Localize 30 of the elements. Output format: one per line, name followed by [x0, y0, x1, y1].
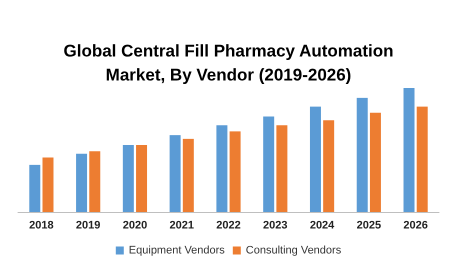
bar	[76, 154, 88, 212]
chart-title: Global Central Fill Pharmacy Automation Market, By Vendor (2019-2026)	[64, 42, 394, 84]
x-tick-label: 2018	[29, 220, 54, 232]
bar	[404, 88, 415, 212]
bar	[42, 157, 54, 212]
bar	[370, 112, 381, 212]
x-tick-label: 2019	[76, 220, 100, 232]
bar	[89, 151, 100, 212]
x-tick-label: 2026	[403, 220, 428, 232]
bar	[416, 106, 428, 212]
bar	[170, 135, 181, 212]
legend-label: Equipment Vendors	[128, 244, 226, 256]
bar	[310, 106, 321, 212]
x-tick-label: 2020	[122, 220, 148, 232]
legend-label: Consulting Vendors	[246, 244, 342, 256]
bar	[263, 116, 274, 212]
bar	[356, 98, 368, 212]
bar	[276, 125, 288, 212]
bar	[136, 145, 148, 212]
x-tick-label: 2022	[216, 220, 241, 232]
x-tick-label: 2024	[310, 220, 336, 232]
bar	[29, 164, 40, 212]
bar	[230, 131, 241, 212]
x-tick-label: 2023	[263, 220, 288, 232]
x-tick-label: 2021	[169, 220, 194, 232]
x-tick-label: 2025	[356, 220, 382, 232]
bar	[122, 145, 134, 212]
bar	[216, 125, 228, 212]
bar	[182, 138, 194, 212]
bar	[323, 120, 334, 212]
